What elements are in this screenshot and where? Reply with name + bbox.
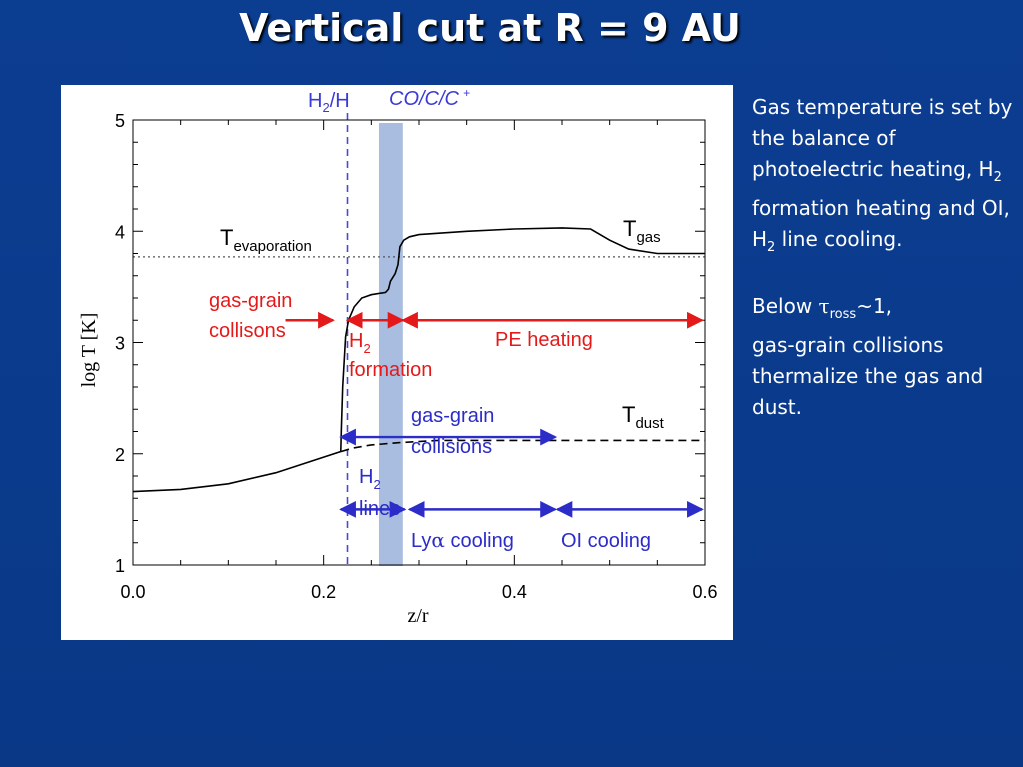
gas-grain-red-label: gas-grain <box>209 290 292 312</box>
co-c-cplus-label: CO/C/C + <box>389 86 470 110</box>
slide-title: Vertical cut at R = 9 AU <box>239 6 741 50</box>
gas-grain-blue-label: gas-grain <box>411 405 494 427</box>
y-tick-label: 5 <box>115 111 125 131</box>
y-tick-label: 4 <box>115 222 125 242</box>
side-paragraph-2: Below τross~1, gas-grain collisions therm… <box>752 294 984 419</box>
series-line-t-gas <box>132 227 705 493</box>
y-tick-label: 3 <box>115 334 125 354</box>
t-evaporation-label: Tevaporation <box>220 225 312 255</box>
h2-formation-label: H2 <box>349 330 371 356</box>
x-axis-label: z/r <box>407 605 428 627</box>
collisions-blue-label: collisions <box>411 436 492 458</box>
x-tick-label: 0.4 <box>502 582 527 602</box>
y-axis-label: log T [K] <box>78 313 100 388</box>
co-transition-band <box>378 123 403 566</box>
plot-panel: 0.0 0.2 0.4 0.6 1 2 3 4 5 z/r log T [K] H2/H CO/… <box>61 85 733 640</box>
pe-heating-label: PE heating <box>495 329 593 351</box>
collisons-red-label: collisons <box>209 320 286 342</box>
h2-formation-label-2: formation <box>349 359 432 381</box>
x-tick-label: 0.0 <box>120 582 145 602</box>
y-tick-label: 1 <box>115 556 125 576</box>
x-tick-label: 0.6 <box>692 582 717 602</box>
h2-lines-label: H2 <box>359 466 381 492</box>
plot-frame <box>132 119 706 566</box>
oi-cooling-label: OI cooling <box>561 530 651 552</box>
temperature-plot: 0.0 0.2 0.4 0.6 1 2 3 4 5 z/r log T [K] H2/H CO/… <box>78 86 718 627</box>
x-tick-label: 0.2 <box>311 582 336 602</box>
h2-h-label: H2/H <box>308 90 350 115</box>
lya-cooling-label: Lyα cooling <box>411 528 514 552</box>
side-paragraph-1: Gas temperature is set by the balance of… <box>752 95 1013 255</box>
side-text: Gas temperature is set by the balance of… <box>752 92 1017 451</box>
h2-lines-label-2: lines <box>359 498 400 520</box>
y-tick-label: 2 <box>115 445 125 465</box>
t-gas-label: Tgas <box>623 216 661 246</box>
t-dust-label: Tdust <box>622 402 665 432</box>
